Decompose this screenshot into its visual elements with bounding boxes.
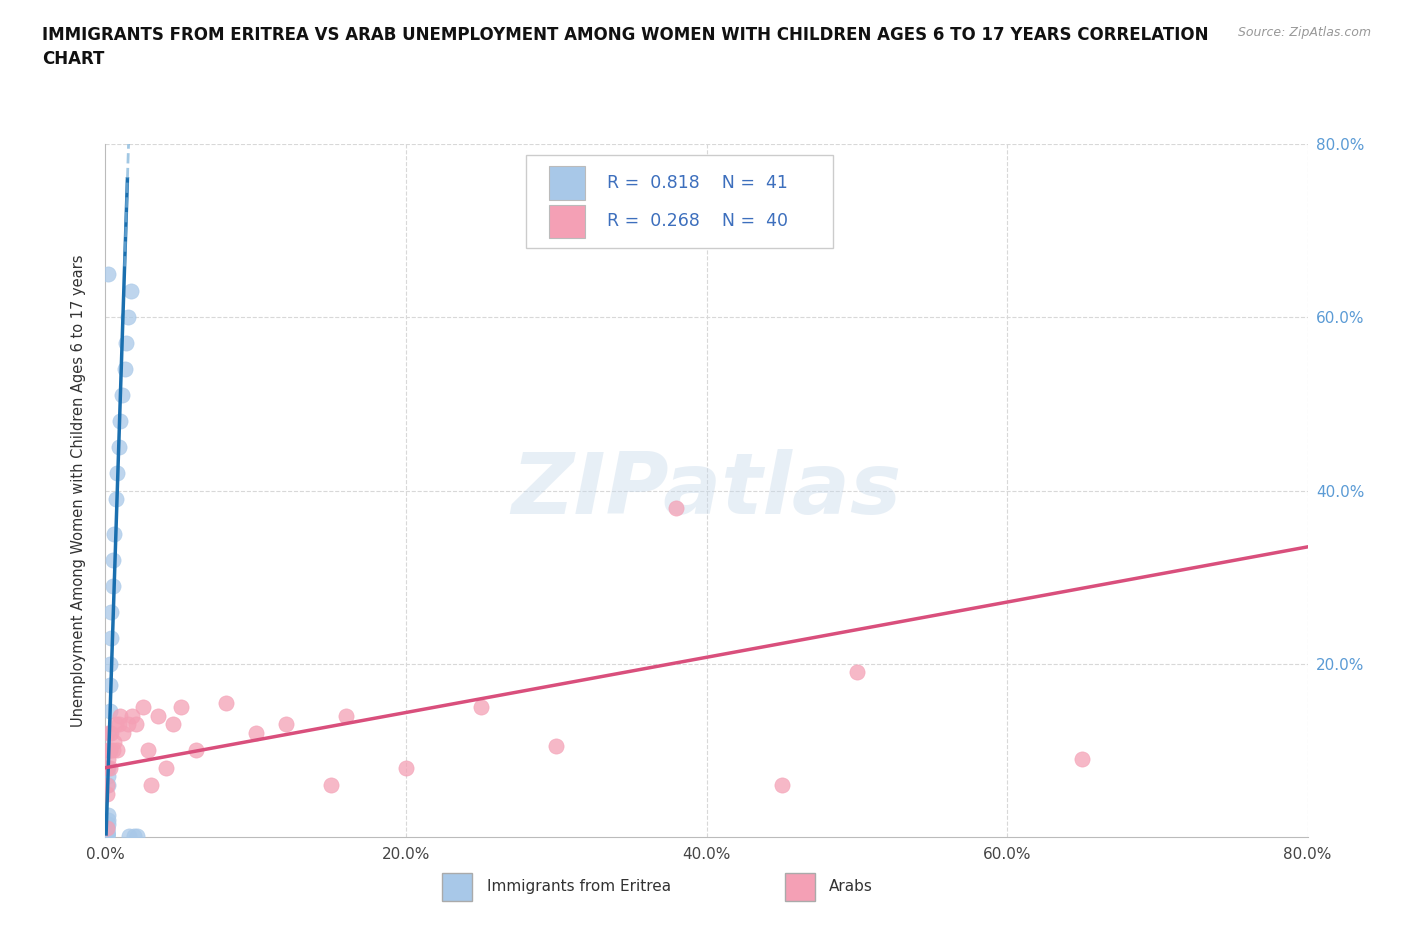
Point (111, 388, 134, 403)
Point (97, 743, 120, 758)
Point (117, 717, 139, 732)
Point (665, 500, 688, 515)
Point (96, 761, 118, 776)
Point (97, 769, 120, 784)
Point (100, 631, 122, 645)
Point (96, 827, 118, 842)
Point (97, 812, 120, 827)
Text: Arabs: Arabs (830, 880, 873, 895)
Text: CHART: CHART (42, 50, 104, 68)
Point (98, 657, 121, 671)
FancyBboxPatch shape (785, 873, 814, 901)
Point (121, 709, 143, 724)
Point (319, 777, 342, 792)
FancyBboxPatch shape (548, 205, 585, 238)
FancyBboxPatch shape (548, 166, 585, 200)
Point (214, 696, 236, 711)
Point (120, 284, 142, 299)
Point (162, 717, 184, 732)
Point (100, 604, 122, 619)
Point (96, 821, 118, 836)
Point (98, 678, 121, 693)
Point (155, 761, 177, 776)
Point (100, 725, 122, 740)
Point (110, 709, 132, 724)
Point (96, 828, 118, 843)
Point (124, 717, 146, 732)
Point (96, 825, 118, 840)
Point (96, 823, 118, 838)
FancyBboxPatch shape (526, 154, 832, 248)
Point (97, 267, 120, 282)
Point (118, 829, 141, 844)
Point (132, 699, 155, 714)
Point (98, 761, 121, 776)
Point (97, 777, 120, 792)
Point (96, 827, 118, 842)
Point (96, 824, 118, 839)
Point (335, 709, 357, 724)
Point (117, 310, 139, 325)
Text: R =  0.818    N =  41: R = 0.818 N = 41 (607, 174, 787, 193)
Y-axis label: Unemployment Among Women with Children Ages 6 to 17 years: Unemployment Among Women with Children A… (72, 254, 86, 727)
Point (107, 466, 129, 481)
Point (546, 738, 568, 753)
Point (845, 665, 868, 680)
Point (274, 717, 297, 732)
Point (96, 819, 118, 834)
Point (146, 709, 169, 724)
Point (115, 336, 138, 351)
Point (114, 362, 136, 377)
Point (184, 743, 207, 758)
Point (96, 828, 118, 843)
Point (97, 817, 120, 831)
Point (98, 743, 121, 758)
Text: IMMIGRANTS FROM ERITREA VS ARAB UNEMPLOYMENT AMONG WOMEN WITH CHILDREN AGES 6 TO: IMMIGRANTS FROM ERITREA VS ARAB UNEMPLOY… (42, 26, 1209, 44)
Point (122, 829, 145, 844)
Point (108, 440, 131, 455)
Point (104, 717, 127, 732)
FancyBboxPatch shape (441, 873, 472, 901)
Point (96, 829, 118, 844)
Text: Immigrants from Eritrea: Immigrants from Eritrea (486, 880, 671, 895)
Point (107, 743, 129, 758)
Point (96, 786, 118, 801)
Point (101, 578, 124, 593)
Point (1071, 751, 1094, 766)
Point (104, 492, 127, 507)
Point (110, 414, 132, 429)
Point (96, 777, 118, 792)
Point (98, 725, 121, 740)
Point (96, 823, 118, 838)
Text: ZIPatlas: ZIPatlas (512, 449, 901, 532)
Point (98, 704, 121, 719)
Text: Source: ZipAtlas.com: Source: ZipAtlas.com (1237, 26, 1371, 39)
Point (125, 829, 148, 844)
Point (108, 717, 131, 732)
Point (770, 777, 793, 792)
Text: R =  0.268    N =  40: R = 0.268 N = 40 (607, 212, 787, 231)
Point (97, 751, 120, 766)
Point (139, 777, 162, 792)
Point (169, 699, 191, 714)
Point (101, 552, 124, 567)
Point (96, 826, 118, 841)
Point (470, 699, 492, 714)
Point (97, 725, 120, 740)
Point (96, 821, 118, 836)
Point (101, 743, 124, 758)
Point (395, 761, 418, 776)
Point (245, 725, 267, 740)
Point (97, 761, 120, 776)
Point (98, 743, 121, 758)
Point (103, 526, 125, 541)
Point (136, 743, 159, 758)
Point (112, 725, 135, 740)
Point (97, 808, 120, 823)
Point (103, 735, 125, 750)
